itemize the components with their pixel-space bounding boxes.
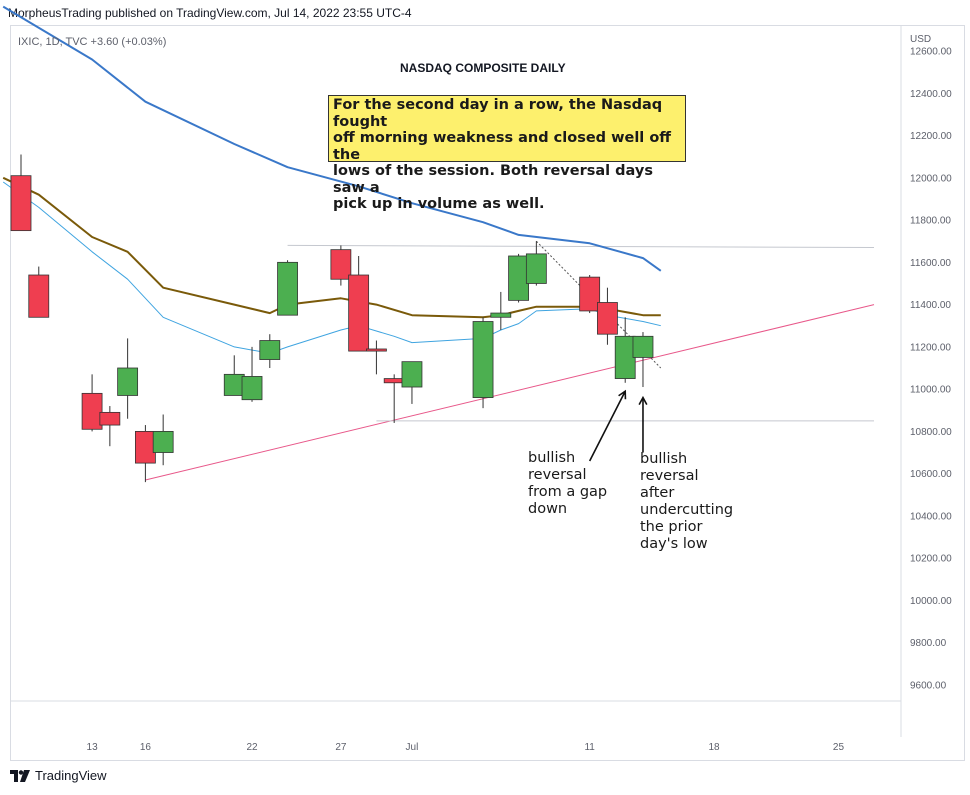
candle (401, 361, 423, 404)
candle (597, 287, 618, 345)
arrow-head (638, 395, 648, 405)
candle (525, 241, 547, 286)
candle (134, 425, 156, 483)
candle (348, 255, 370, 352)
trendline (145, 304, 875, 481)
candle-body (28, 274, 50, 318)
symbol-legend[interactable]: IXIC, 1D, TVC +3.60 (+0.03%) (18, 36, 167, 48)
price-tick-label: 10800.00 (910, 427, 952, 438)
annotation-undercut-reversal: bullish reversal after undercutting the … (640, 451, 734, 552)
candle-body (383, 378, 405, 384)
candle (28, 266, 50, 318)
price-tick-label: 12600.00 (910, 47, 952, 58)
candle (632, 332, 654, 388)
candle-body (152, 430, 174, 453)
candle-body (81, 392, 103, 430)
candle (241, 346, 263, 402)
time-tick-label: 13 (87, 742, 99, 753)
candle-body (348, 274, 370, 352)
candle-body (472, 321, 494, 398)
price-tick-label: 10400.00 (910, 511, 952, 522)
time-tick-label: Jul (406, 742, 419, 753)
candle (152, 414, 174, 466)
candle-body (632, 335, 654, 358)
candle-layer (10, 154, 654, 483)
candle (330, 245, 352, 286)
price-tick-label: 11200.00 (910, 342, 951, 353)
candle (259, 334, 281, 368)
candle-body (525, 253, 547, 284)
time-tick-label: 22 (246, 742, 258, 753)
candle-body (10, 175, 32, 232)
time-tick-label: 11 (584, 742, 595, 753)
price-tick-label: 9800.00 (910, 638, 947, 649)
candle (223, 355, 245, 396)
moving-average-layer (2, 5, 662, 354)
candle-body (579, 276, 601, 312)
price-tick-label: 12400.00 (910, 89, 952, 100)
price-tick-label: 11600.00 (910, 258, 951, 269)
candle (277, 260, 298, 316)
candle (99, 406, 121, 447)
candle (472, 317, 494, 409)
candle-body (223, 373, 245, 396)
price-tick-label: 11000.00 (910, 385, 951, 396)
moving-average-line (2, 176, 661, 319)
time-tick-label: 25 (833, 742, 845, 753)
candle (81, 374, 103, 432)
candle-body (508, 255, 529, 301)
candle-body (597, 302, 618, 335)
candle-body (134, 430, 156, 464)
candle-body (614, 335, 636, 379)
candle (490, 291, 512, 330)
moving-average-line (2, 5, 662, 272)
candle (10, 154, 32, 232)
tradingview-brand[interactable]: TradingView (10, 768, 107, 783)
price-tick-label: 11400.00 (910, 300, 951, 311)
arrow-head (618, 389, 627, 400)
publisher-line: MorpheusTrading published on TradingView… (8, 6, 412, 20)
time-tick-label: 27 (335, 742, 347, 753)
price-tick-label: 12200.00 (910, 131, 952, 142)
trendline (287, 244, 875, 249)
price-tick-label: 9600.00 (910, 681, 947, 692)
candle-body (117, 367, 139, 396)
arrow-layer (588, 389, 648, 462)
candle-body (401, 361, 423, 388)
note-callout: For the second day in a row, the Nasdaq … (328, 95, 686, 212)
candle-body (241, 376, 263, 401)
time-tick-label: 16 (140, 742, 152, 753)
candle (508, 253, 529, 303)
annotation-arrow (588, 389, 627, 462)
candle-body (490, 312, 512, 318)
candle (366, 340, 387, 375)
candle (117, 338, 139, 419)
price-tick-label: 10200.00 (910, 554, 952, 565)
candle (579, 275, 601, 314)
candle (383, 374, 405, 423)
candle-body (99, 411, 121, 426)
candle-body (259, 340, 281, 360)
chart-title: NASDAQ COMPOSITE DAILY (400, 61, 566, 75)
tradingview-logo-icon (10, 769, 30, 782)
currency-label: USD (910, 34, 931, 45)
axis-layer: 9600.00 9800.00 10000.00 10200.00 10400.00 10… (87, 34, 953, 753)
price-tick-label: 10600.00 (910, 469, 952, 480)
candle-body (366, 348, 387, 352)
tradingview-brand-label: TradingView (35, 768, 107, 783)
price-tick-label: 11800.00 (910, 216, 951, 227)
annotation-gap-down-reversal: bullish reversal from a gap down (528, 450, 608, 517)
candle-body (330, 249, 352, 280)
price-tick-label: 12000.00 (910, 173, 952, 184)
candle-body (277, 261, 298, 316)
grid-layer (10, 26, 902, 737)
annotation-arrow (638, 395, 648, 453)
candle (614, 317, 636, 383)
time-tick-label: 18 (709, 742, 721, 753)
arrow-shaft (588, 390, 626, 462)
price-tick-label: 10000.00 (910, 596, 952, 607)
